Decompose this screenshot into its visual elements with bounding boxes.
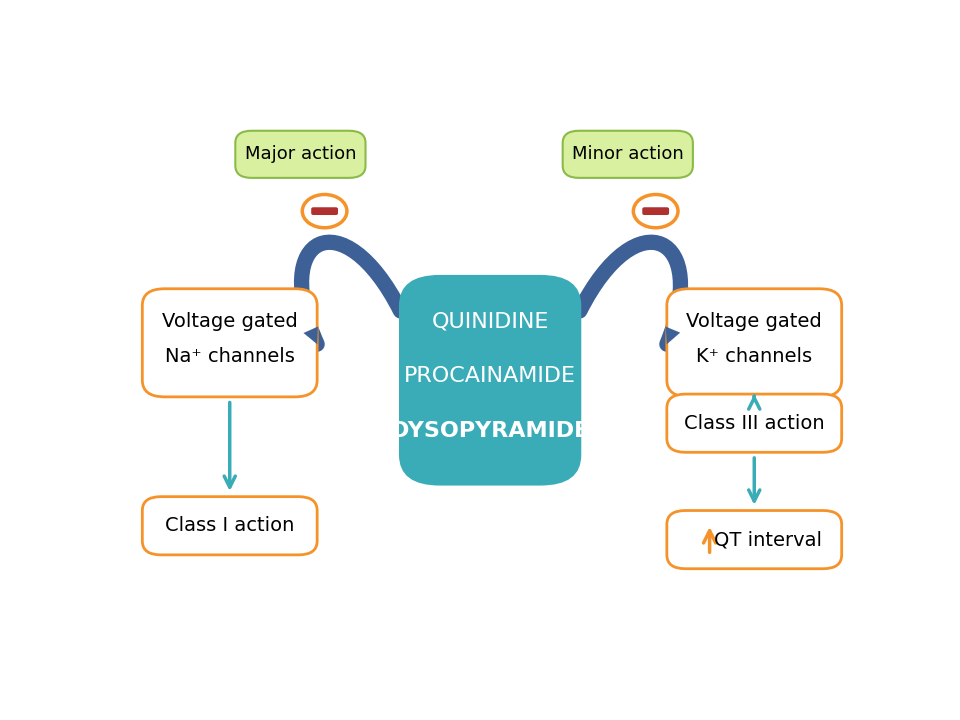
Text: DYSOPYRAMIDE: DYSOPYRAMIDE — [391, 420, 589, 441]
FancyBboxPatch shape — [235, 131, 366, 178]
Text: Minor action: Minor action — [572, 145, 684, 163]
Text: PROCAINAMIDE: PROCAINAMIDE — [404, 366, 576, 386]
FancyBboxPatch shape — [142, 497, 317, 555]
FancyBboxPatch shape — [667, 510, 842, 569]
Circle shape — [634, 194, 678, 228]
FancyBboxPatch shape — [563, 131, 693, 178]
Text: Na⁺ channels: Na⁺ channels — [165, 347, 295, 366]
Text: K⁺ channels: K⁺ channels — [696, 347, 812, 366]
FancyBboxPatch shape — [642, 207, 669, 215]
Text: QUINIDINE: QUINIDINE — [431, 311, 549, 331]
Circle shape — [302, 194, 347, 228]
FancyBboxPatch shape — [667, 394, 842, 452]
Text: Voltage gated: Voltage gated — [162, 312, 298, 331]
FancyBboxPatch shape — [142, 289, 317, 397]
Text: Class III action: Class III action — [684, 414, 825, 433]
FancyBboxPatch shape — [399, 275, 581, 485]
Text: Voltage gated: Voltage gated — [686, 312, 822, 331]
FancyBboxPatch shape — [667, 289, 842, 397]
Text: QT interval: QT interval — [713, 530, 822, 549]
Text: Class I action: Class I action — [165, 516, 295, 535]
Text: Major action: Major action — [245, 145, 356, 163]
FancyBboxPatch shape — [311, 207, 338, 215]
